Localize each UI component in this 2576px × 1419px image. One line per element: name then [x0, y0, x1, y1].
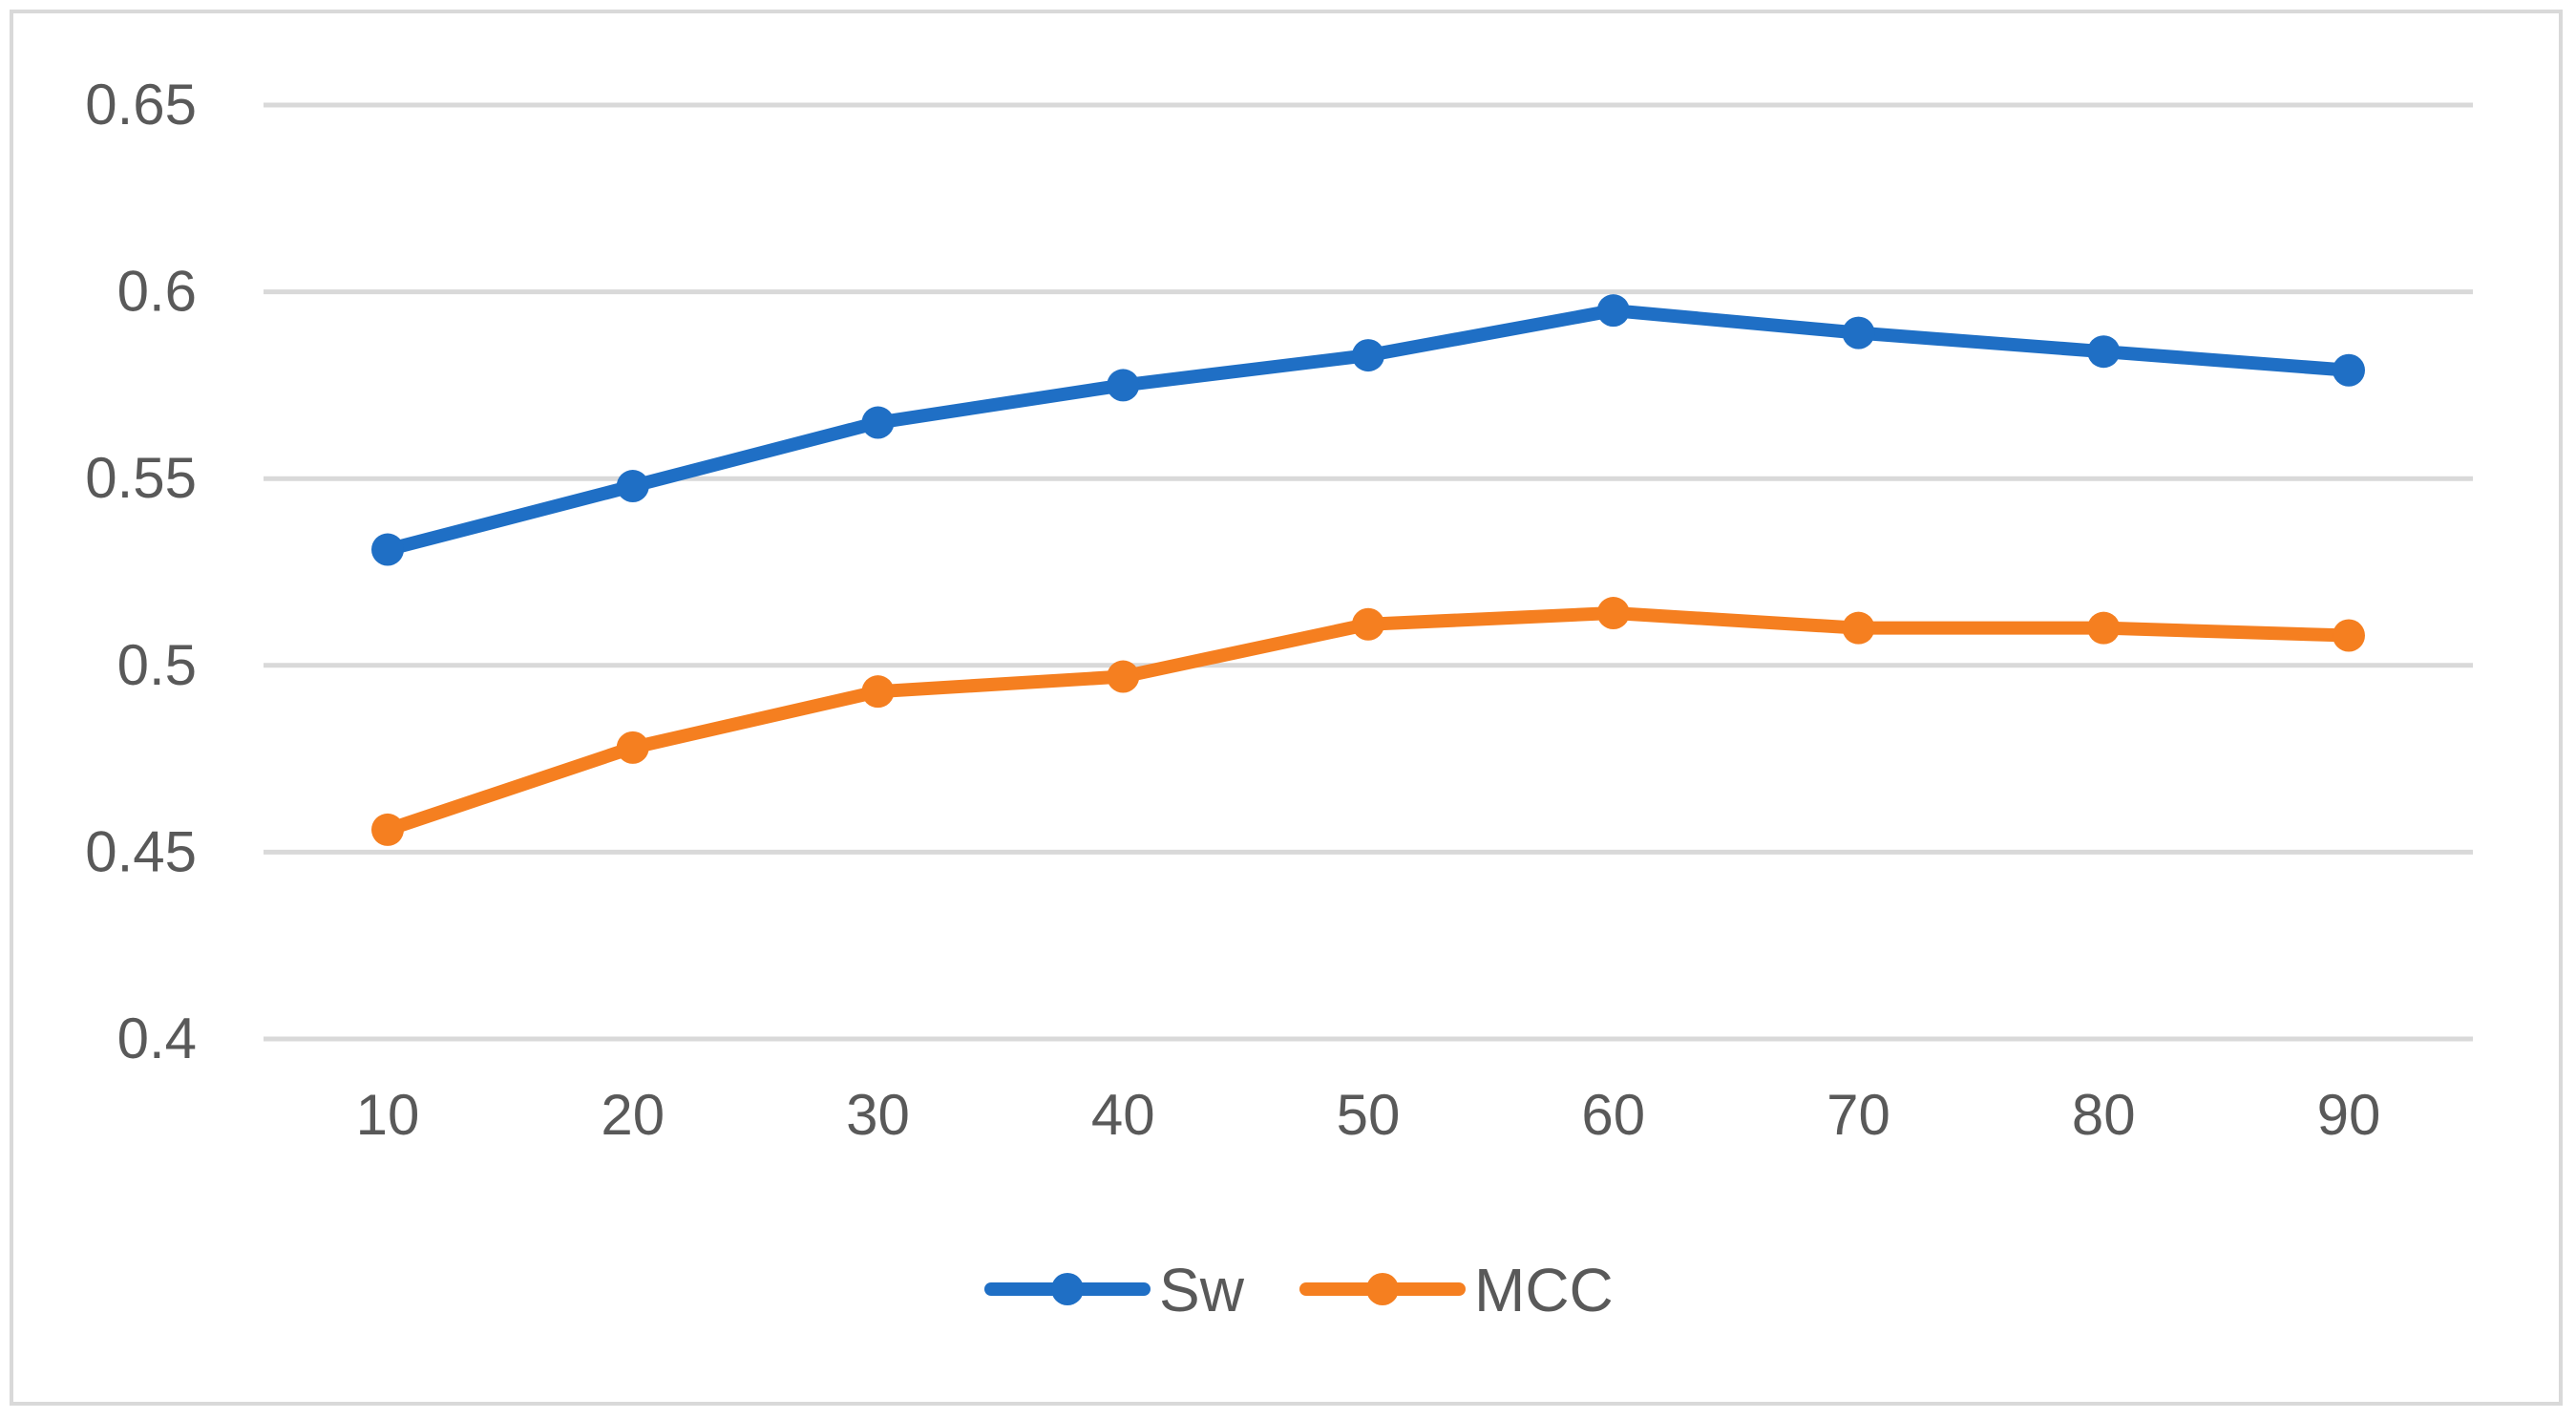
legend-marker — [1366, 1273, 1399, 1305]
x-tick-label: 90 — [2317, 1083, 2381, 1147]
x-tick-label: 80 — [2072, 1083, 2136, 1147]
data-point-mcc — [371, 813, 404, 846]
legend-marker — [1051, 1273, 1084, 1305]
series — [371, 294, 2365, 846]
x-tick-label: 60 — [1581, 1083, 1645, 1147]
data-point-sw — [861, 406, 895, 439]
x-tick-label: 30 — [846, 1083, 910, 1147]
legend-item-sw: Sw — [984, 1256, 1245, 1324]
x-axis-ticks: 10 20 30 40 50 60 70 80 90 — [356, 1083, 2381, 1147]
data-point-mcc — [861, 675, 895, 709]
data-point-sw — [2087, 335, 2121, 369]
data-point-sw — [1842, 316, 1875, 349]
x-tick-label: 70 — [1826, 1083, 1890, 1147]
data-point-sw — [616, 470, 649, 503]
y-tick-label: 0.6 — [117, 260, 197, 324]
series-mcc — [371, 597, 2365, 846]
data-point-sw — [371, 533, 404, 566]
y-tick-label: 0.5 — [117, 633, 197, 697]
data-point-mcc — [616, 731, 649, 764]
y-tick-label: 0.4 — [117, 1006, 197, 1070]
data-point-sw — [2333, 353, 2365, 387]
data-point-mcc — [1352, 607, 1384, 641]
gridlines — [264, 102, 2473, 1042]
x-tick-label: 50 — [1337, 1083, 1401, 1147]
data-point-mcc — [2333, 619, 2365, 652]
x-tick-label: 20 — [601, 1083, 665, 1147]
data-point-sw — [1107, 369, 1140, 402]
data-point-mcc — [1842, 611, 1875, 645]
data-point-mcc — [1596, 597, 1630, 630]
x-tick-label: 10 — [356, 1083, 420, 1147]
legend-label: Sw — [1159, 1256, 1245, 1324]
legend-label: MCC — [1474, 1256, 1614, 1324]
series-line-mcc — [381, 606, 2355, 837]
legend-item-mcc: MCC — [1299, 1256, 1614, 1324]
series-sw — [371, 294, 2365, 566]
data-point-sw — [1596, 294, 1630, 328]
y-tick-label: 0.45 — [85, 819, 197, 883]
y-tick-label: 0.55 — [85, 446, 197, 510]
y-axis-ticks: 0.4 0.45 0.5 0.55 0.6 0.65 — [85, 73, 197, 1070]
data-point-mcc — [2087, 611, 2121, 645]
data-point-sw — [1352, 339, 1384, 372]
data-point-mcc — [1107, 660, 1140, 693]
legend: Sw MCC — [984, 1256, 1614, 1324]
chart-frame — [10, 10, 2563, 1406]
x-tick-label: 40 — [1091, 1083, 1155, 1147]
y-tick-label: 0.65 — [85, 73, 197, 137]
